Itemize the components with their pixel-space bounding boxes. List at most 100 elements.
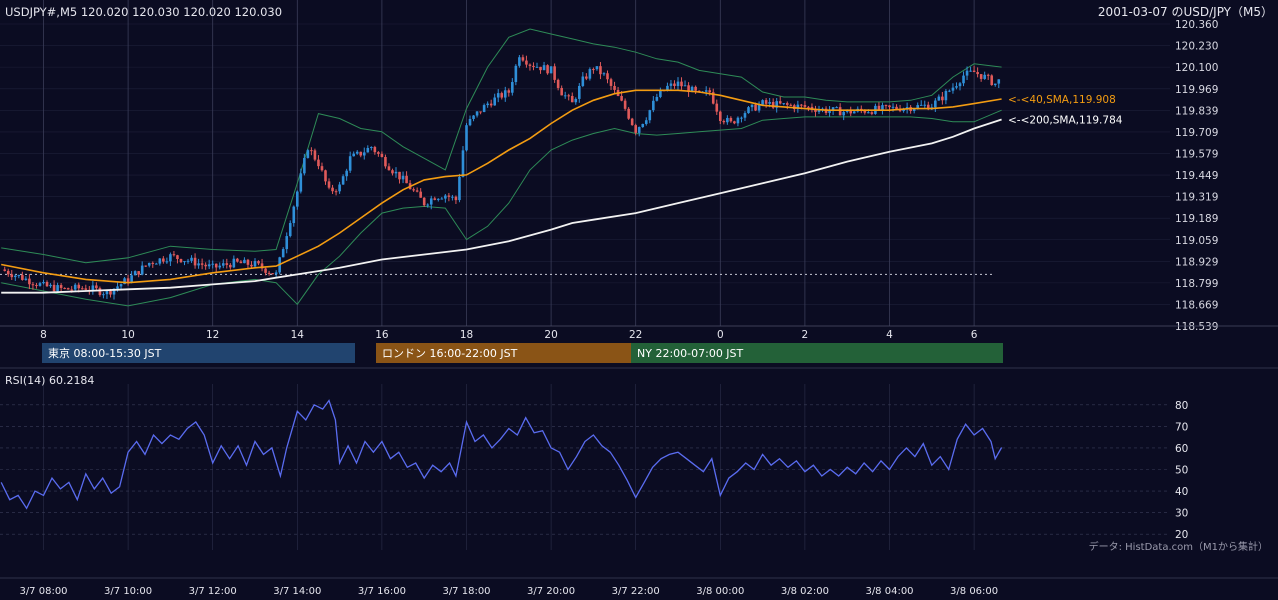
candle-body bbox=[387, 166, 391, 171]
candle-body bbox=[694, 86, 697, 91]
candle-body bbox=[133, 271, 137, 276]
candle-body bbox=[542, 65, 546, 71]
candle-body bbox=[465, 125, 468, 151]
candle-body bbox=[190, 257, 193, 261]
price-tick-label: 118.539 bbox=[1175, 321, 1218, 333]
candle-body bbox=[634, 125, 637, 133]
candle-body bbox=[532, 65, 535, 68]
candle-body bbox=[983, 74, 986, 79]
hour-tick-label: 2 bbox=[802, 329, 809, 341]
candle-body bbox=[126, 278, 130, 283]
candle-body bbox=[768, 101, 771, 104]
candle-body bbox=[475, 111, 479, 116]
candle-body bbox=[881, 105, 884, 110]
hour-tick-label: 4 bbox=[886, 329, 893, 341]
candle-body bbox=[828, 110, 831, 113]
candle-body bbox=[338, 184, 341, 192]
candle-body bbox=[310, 150, 313, 152]
datetime-tick-label: 3/7 08:00 bbox=[19, 586, 67, 597]
candle-body bbox=[729, 117, 733, 122]
candle-body bbox=[313, 150, 317, 160]
hour-tick-label: 14 bbox=[291, 329, 305, 341]
candle-body bbox=[200, 263, 204, 265]
candle-body bbox=[179, 259, 183, 263]
datetime-tick-label: 3/8 00:00 bbox=[696, 586, 744, 597]
candle-body bbox=[944, 90, 948, 101]
candle-body bbox=[77, 284, 81, 289]
datetime-tick-label: 3/8 06:00 bbox=[950, 586, 998, 597]
candle-body bbox=[711, 92, 715, 104]
data-source-note: データ: HistData.com（M1から集計） bbox=[1089, 540, 1268, 553]
candle-body bbox=[644, 120, 648, 124]
candle-body bbox=[31, 284, 35, 286]
candle-body bbox=[324, 170, 327, 182]
candle-body bbox=[585, 76, 588, 79]
candle-body bbox=[183, 261, 186, 263]
hour-tick-label: 8 bbox=[40, 329, 47, 341]
candle-body bbox=[296, 191, 299, 207]
candle-body bbox=[243, 259, 246, 264]
hour-tick-label: 18 bbox=[460, 329, 473, 341]
candle-body bbox=[52, 284, 56, 292]
candle-body bbox=[84, 288, 88, 290]
candle-body bbox=[771, 101, 775, 108]
candle-body bbox=[373, 147, 377, 153]
candle-body bbox=[211, 263, 214, 265]
candle-body bbox=[193, 257, 197, 266]
candle-body bbox=[112, 288, 116, 295]
rsi-tick-label: 50 bbox=[1175, 465, 1188, 477]
candle-body bbox=[884, 105, 888, 107]
candle-body bbox=[218, 265, 222, 268]
candle-body bbox=[274, 272, 278, 275]
candle-body bbox=[454, 196, 458, 201]
candle-body bbox=[98, 288, 102, 295]
candle-body bbox=[225, 263, 229, 265]
candle-body bbox=[17, 275, 21, 277]
candle-body bbox=[556, 79, 560, 88]
price-tick-label: 119.189 bbox=[1175, 213, 1218, 225]
candle-body bbox=[754, 104, 757, 111]
datetime-tick-label: 3/7 20:00 bbox=[527, 586, 575, 597]
candle-body bbox=[570, 96, 574, 103]
datetime-tick-label: 3/7 22:00 bbox=[612, 586, 660, 597]
candle-body bbox=[355, 151, 359, 154]
candle-body bbox=[3, 269, 7, 271]
candle-body bbox=[377, 152, 380, 154]
candle-body bbox=[401, 175, 405, 180]
candle-body bbox=[214, 263, 218, 268]
candle-body bbox=[789, 104, 793, 106]
rsi-tick-label: 30 bbox=[1175, 508, 1188, 520]
bollinger-lower-line bbox=[1, 109, 1002, 307]
price-tick-label: 118.669 bbox=[1175, 299, 1218, 311]
sma40-line bbox=[1, 89, 1002, 284]
price-tick-label: 119.839 bbox=[1175, 105, 1218, 117]
rsi-tick-label: 40 bbox=[1175, 486, 1188, 498]
candle-body bbox=[511, 82, 514, 93]
candle-body bbox=[507, 90, 511, 93]
candle-body bbox=[468, 118, 472, 126]
candle-body bbox=[669, 83, 673, 86]
candle-body bbox=[919, 104, 923, 106]
candle-body bbox=[253, 261, 257, 267]
candle-body bbox=[119, 284, 123, 287]
rsi-line bbox=[0, 399, 1003, 510]
candle-body bbox=[384, 156, 387, 167]
rsi-tick-label: 20 bbox=[1175, 529, 1188, 541]
sma200-annotation: <-<200,SMA,119.784 bbox=[1008, 115, 1123, 127]
candle-body bbox=[264, 268, 267, 273]
candle-body bbox=[95, 285, 98, 289]
sma40-annotation: <-<40,SMA,119.908 bbox=[1008, 94, 1116, 106]
candle-body bbox=[45, 282, 49, 287]
rsi-tick-label: 70 bbox=[1175, 421, 1188, 433]
candle-body bbox=[437, 198, 440, 200]
candle-body bbox=[863, 110, 867, 113]
candle-body bbox=[740, 117, 743, 119]
price-tick-label: 119.969 bbox=[1175, 84, 1218, 96]
price-tick-label: 120.360 bbox=[1175, 19, 1218, 31]
candle-body bbox=[518, 57, 521, 66]
candle-body bbox=[66, 288, 70, 290]
candle-body bbox=[415, 190, 419, 192]
candle-body bbox=[422, 197, 426, 206]
candle-body bbox=[398, 171, 401, 180]
candle-body bbox=[719, 111, 722, 121]
